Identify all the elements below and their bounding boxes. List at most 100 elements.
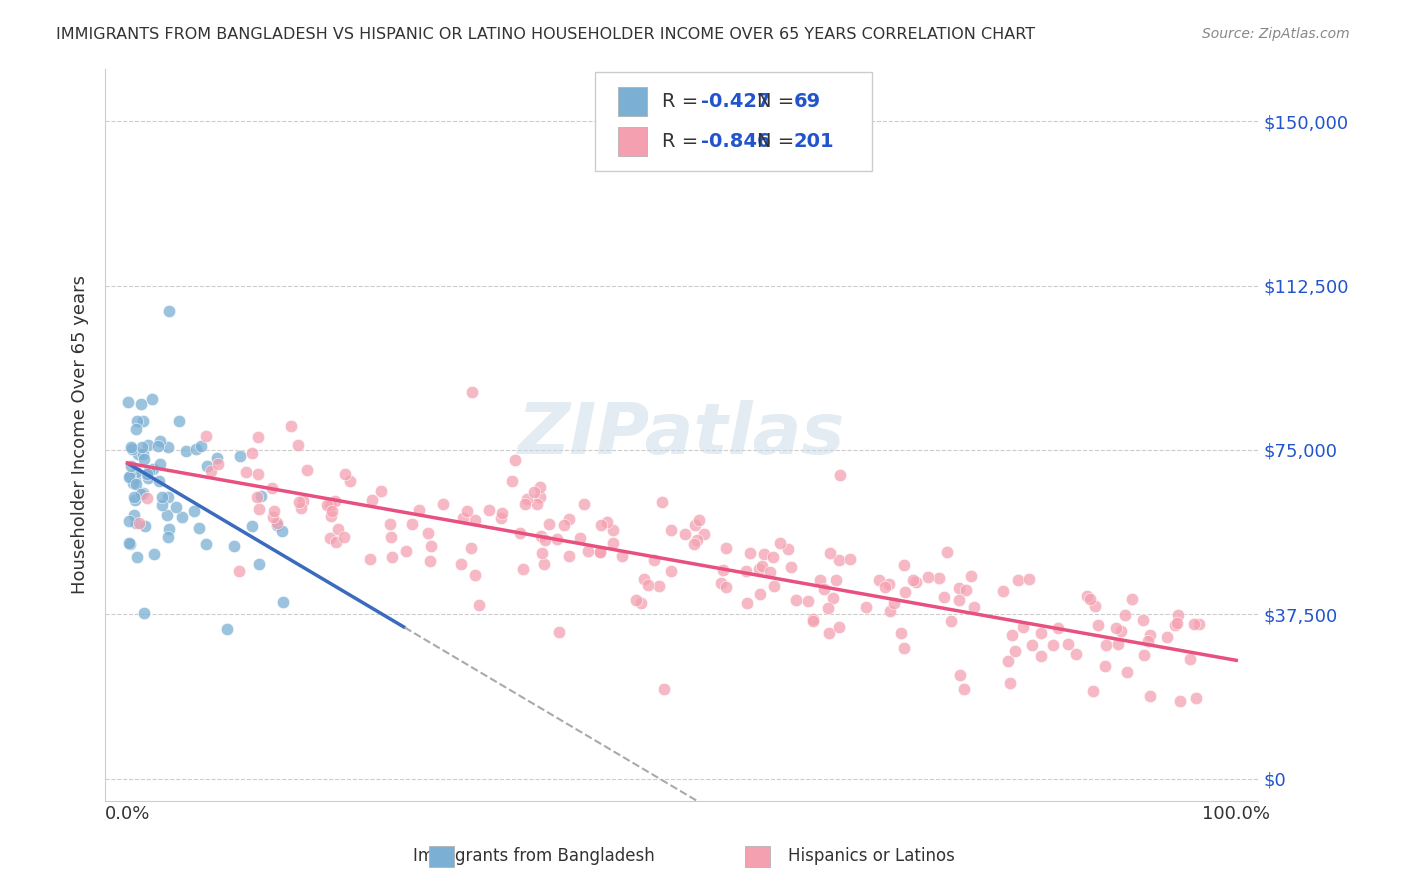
Point (222, 539, 245, 553)
Point (526, 498, 548, 512)
Point (246, 430, 269, 444)
Point (359, 551, 381, 566)
Point (156, 508, 179, 522)
Point (1042, 638, 1064, 652)
Point (1029, 649, 1052, 664)
Point (659, 564, 682, 578)
Point (948, 581, 970, 595)
Point (1121, 591, 1143, 606)
Point (157, 522, 180, 536)
Point (321, 504, 343, 518)
Text: -0.427: -0.427 (702, 92, 770, 111)
Point (194, 429, 217, 443)
Point (121, 442, 143, 457)
Point (401, 517, 423, 532)
Point (558, 549, 581, 564)
Point (325, 494, 347, 508)
Point (512, 562, 534, 576)
Point (124, 493, 146, 508)
Point (998, 676, 1021, 690)
Point (266, 516, 288, 530)
Point (796, 593, 818, 607)
Point (125, 549, 148, 564)
Text: R =: R = (662, 92, 704, 111)
Point (453, 510, 475, 524)
Point (188, 521, 211, 535)
Point (271, 595, 294, 609)
Point (855, 600, 877, 615)
Point (420, 539, 443, 553)
Point (136, 438, 159, 452)
Point (287, 495, 309, 509)
Point (785, 593, 807, 607)
Point (838, 552, 860, 566)
Point (740, 546, 762, 560)
Point (661, 524, 683, 538)
Point (960, 569, 983, 583)
Point (963, 599, 986, 614)
Point (652, 681, 675, 696)
Point (1094, 638, 1116, 652)
Point (240, 518, 263, 533)
Point (138, 464, 160, 478)
Point (780, 560, 803, 574)
Point (132, 606, 155, 620)
Point (928, 571, 950, 585)
Point (183, 504, 205, 518)
Point (170, 510, 193, 524)
Point (762, 550, 785, 565)
Point (1105, 621, 1128, 635)
Point (456, 504, 478, 518)
Text: ZIPatlas: ZIPatlas (519, 401, 845, 469)
Point (131, 447, 153, 461)
Point (651, 495, 673, 509)
Point (132, 414, 155, 428)
Text: 69: 69 (794, 92, 821, 111)
Point (335, 467, 357, 482)
Point (531, 546, 554, 560)
Point (280, 419, 302, 434)
Point (1007, 573, 1029, 587)
Point (883, 596, 905, 610)
Point (714, 541, 737, 555)
Point (190, 439, 212, 453)
Point (235, 465, 257, 479)
Text: R =: R = (662, 132, 704, 152)
Point (461, 385, 484, 400)
Point (997, 654, 1019, 668)
Point (1182, 616, 1205, 631)
Point (893, 558, 915, 572)
Point (167, 414, 190, 428)
Point (748, 562, 770, 576)
Point (538, 517, 561, 532)
Point (290, 500, 312, 515)
Point (195, 459, 218, 474)
Point (953, 681, 976, 696)
Point (125, 516, 148, 530)
Point (813, 582, 835, 597)
Point (759, 565, 782, 579)
Point (174, 443, 197, 458)
Point (749, 587, 772, 601)
Point (125, 466, 148, 480)
Point (1188, 617, 1211, 632)
Point (941, 614, 963, 628)
Point (205, 451, 228, 466)
Point (1064, 647, 1087, 661)
Point (553, 517, 575, 532)
Point (734, 564, 756, 578)
Point (229, 450, 252, 464)
Point (142, 462, 165, 476)
Point (194, 537, 217, 551)
Text: Immigrants from Bangladesh: Immigrants from Bangladesh (413, 847, 655, 865)
Point (1107, 636, 1129, 650)
Point (686, 533, 709, 547)
Point (1166, 616, 1188, 631)
Point (131, 487, 153, 501)
Point (165, 500, 187, 514)
Text: IMMIGRANTS FROM BANGLADESH VS HISPANIC OR LATINO HOUSEHOLDER INCOME OVER 65 YEAR: IMMIGRANTS FROM BANGLADESH VS HISPANIC O… (56, 27, 1035, 42)
Point (460, 541, 482, 555)
Point (127, 414, 149, 428)
Point (1168, 693, 1191, 707)
Point (134, 518, 156, 533)
